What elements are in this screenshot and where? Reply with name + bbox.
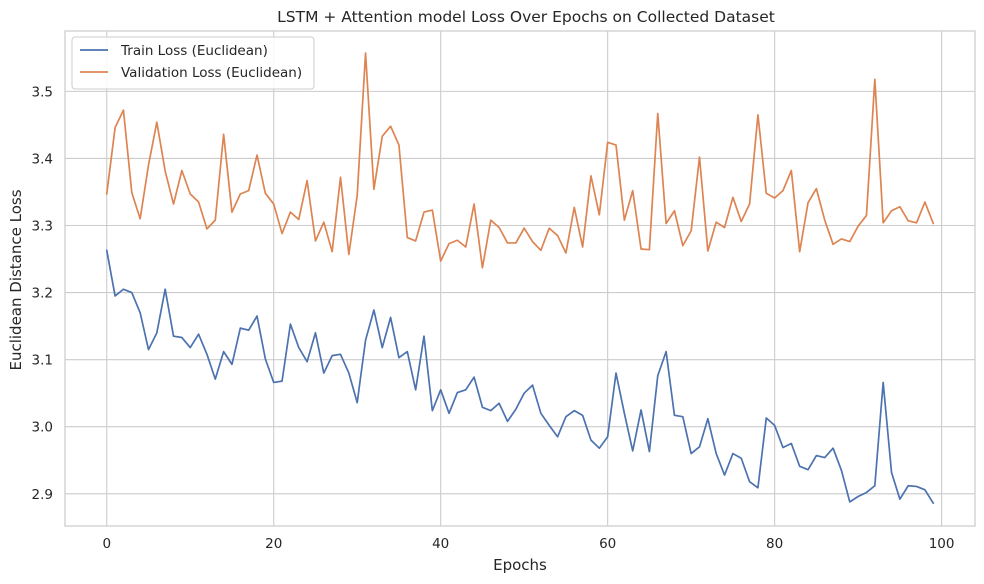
plot-area bbox=[64, 30, 976, 527]
y-tick-label: 3.4 bbox=[32, 151, 53, 167]
y-tick-label: 2.9 bbox=[32, 487, 53, 503]
x-tick-label: 0 bbox=[102, 536, 111, 552]
x-tick-label: 100 bbox=[929, 536, 955, 552]
legend-box bbox=[71, 36, 315, 90]
plot-background bbox=[65, 31, 975, 526]
y-tick-label: 3.3 bbox=[32, 219, 53, 235]
y-tick-label: 3.1 bbox=[32, 353, 53, 369]
legend-item: Train Loss (Euclidean) bbox=[80, 43, 268, 59]
x-tick-label: 20 bbox=[265, 536, 282, 552]
legend: Train Loss (Euclidean) Validation Loss (E… bbox=[71, 36, 315, 90]
legend-label: Validation Loss (Euclidean) bbox=[121, 65, 302, 81]
gridlines bbox=[65, 31, 975, 526]
x-axis-title: Epochs bbox=[493, 556, 547, 574]
legend-item: Validation Loss (Euclidean) bbox=[80, 65, 302, 81]
chart-title: LSTM + Attention model Loss Over Epochs … bbox=[277, 8, 775, 26]
x-axis-ticks: 0 20 40 60 80 100 bbox=[102, 536, 954, 552]
y-tick-label: 3.2 bbox=[32, 286, 53, 302]
y-tick-label: 3.5 bbox=[32, 84, 53, 100]
x-tick-label: 60 bbox=[599, 536, 616, 552]
x-tick-label: 40 bbox=[432, 536, 449, 552]
y-axis-ticks: 2.9 3.0 3.1 3.2 3.3 3.4 3.5 bbox=[32, 84, 53, 502]
series-line-train-loss bbox=[105, 249, 935, 505]
y-tick-label: 3.0 bbox=[32, 420, 53, 436]
x-tick-label: 80 bbox=[766, 536, 783, 552]
series-layer bbox=[105, 52, 935, 505]
legend-label: Train Loss (Euclidean) bbox=[120, 43, 268, 59]
y-axis-title: Euclidean Distance Loss bbox=[7, 189, 25, 370]
series-line-validation-loss bbox=[105, 52, 935, 269]
plot-frame bbox=[64, 30, 976, 527]
